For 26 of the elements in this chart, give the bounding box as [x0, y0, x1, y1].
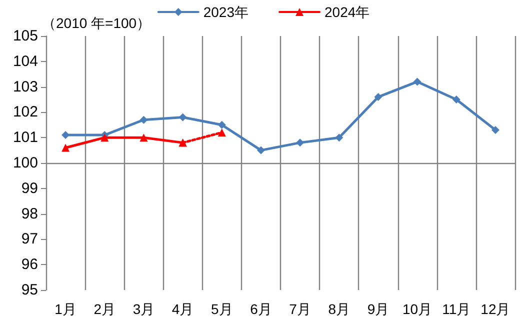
x-tick-label: 9月 [367, 301, 390, 317]
y-axis-title: （2010 年=100） [42, 15, 151, 31]
x-tick-label: 11月 [442, 301, 471, 317]
y-tick-label: 97 [21, 230, 38, 248]
y-tick-label: 102 [12, 104, 38, 121]
legend-label: 2023年 [203, 4, 249, 20]
x-tick-label: 4月 [172, 301, 194, 317]
x-tick-label: 6月 [250, 301, 272, 317]
y-tick-label: 100 [12, 154, 38, 172]
legend-label: 2024年 [324, 4, 370, 20]
y-tick-label: 101 [12, 129, 38, 146]
y-tick-label: 104 [12, 52, 38, 70]
y-tick-label: 99 [21, 180, 38, 197]
y-tick-label: 98 [21, 205, 38, 222]
x-tick-label: 3月 [132, 301, 155, 317]
x-tick-label: 10月 [402, 301, 432, 317]
x-tick-label: 2月 [94, 301, 116, 317]
y-tick-label: 105 [12, 28, 38, 44]
x-tick-label: 12月 [480, 301, 510, 317]
y-tick-label: 103 [12, 78, 38, 96]
x-tick-label: 5月 [210, 301, 233, 317]
y-tick-label: 96 [21, 256, 38, 274]
x-tick-label: 7月 [289, 301, 311, 317]
y-tick-label: 95 [21, 282, 38, 298]
x-tick-label: 1月 [54, 301, 76, 317]
x-tick-label: 8月 [328, 301, 350, 317]
